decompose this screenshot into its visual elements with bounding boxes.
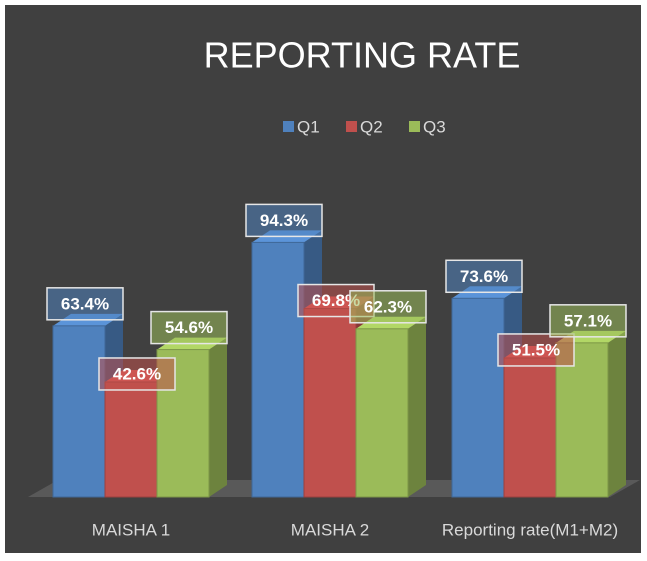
legend-label: Q1 (297, 117, 320, 136)
data-label: 57.1% (564, 311, 612, 330)
x-tick-label: MAISHA 2 (291, 520, 369, 539)
legend-swatch (346, 121, 357, 132)
bar (451, 297, 505, 498)
legend-label: Q2 (360, 117, 383, 136)
bar (104, 381, 158, 498)
bar (555, 342, 609, 498)
data-label: 73.6% (460, 267, 508, 286)
bar (503, 357, 557, 498)
data-label-box (150, 310, 228, 345)
data-label: 69.8% (312, 291, 360, 310)
data-label-box (497, 333, 575, 367)
bar (52, 325, 106, 498)
bar (251, 241, 305, 498)
data-label: 94.3% (260, 211, 308, 230)
data-label-box (445, 259, 523, 294)
bar (303, 308, 357, 498)
bar-side (608, 330, 626, 497)
data-label: 42.6% (113, 364, 161, 383)
data-label-box (349, 290, 427, 324)
bar (355, 328, 409, 498)
bar-side (209, 337, 227, 497)
x-tick-label: MAISHA 1 (92, 520, 170, 539)
data-label: 62.3% (364, 297, 412, 316)
data-label-box (245, 203, 323, 238)
bar-side (408, 316, 426, 497)
legend-swatch (283, 121, 294, 132)
data-label: 63.4% (61, 294, 109, 313)
chart-title: REPORTING RATE (204, 35, 521, 76)
data-label: 54.6% (165, 318, 213, 337)
legend-swatch (409, 121, 420, 132)
data-label-box (98, 357, 176, 391)
data-label: 51.5% (512, 340, 560, 359)
data-label-box (549, 304, 627, 338)
legend-label: Q3 (423, 117, 446, 136)
x-tick-label: Reporting rate(M1+M2) (442, 520, 618, 539)
data-label-box (46, 287, 124, 321)
